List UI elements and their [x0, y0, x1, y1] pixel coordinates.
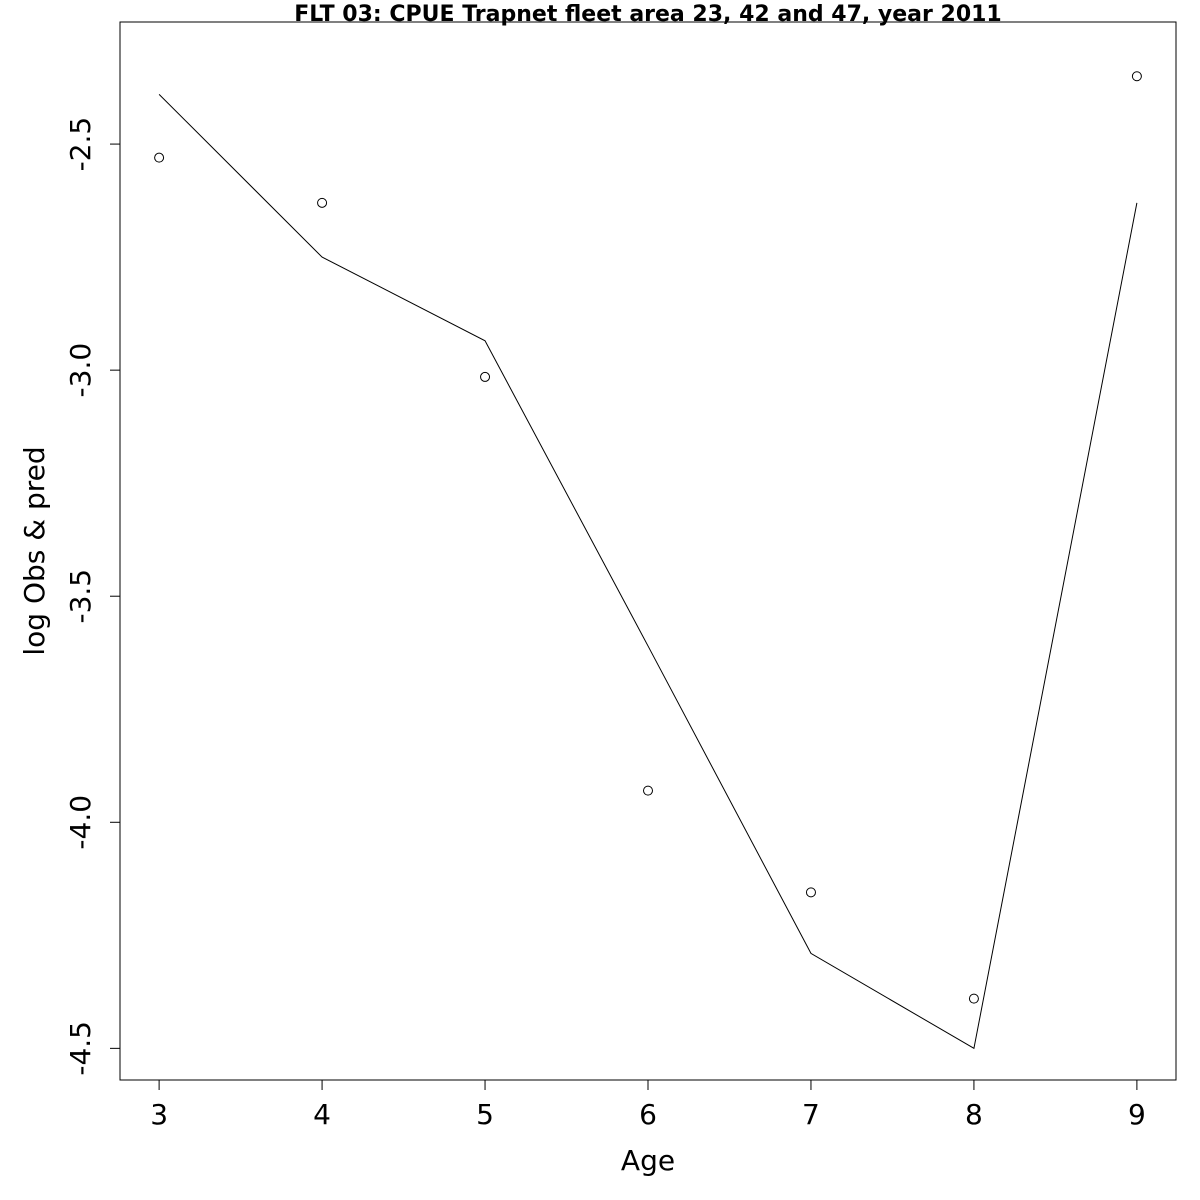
- predicted-line: [158, 93, 1138, 1050]
- chart-title: FLT 03: CPUE Trapnet fleet area 23, 42 a…: [294, 2, 1002, 27]
- observed-point: [1131, 71, 1142, 82]
- observed-point: [805, 887, 816, 898]
- x-axis-label: Age: [621, 1144, 675, 1177]
- x-tick-label: 3: [150, 1098, 168, 1131]
- observed-point: [154, 152, 165, 163]
- x-tick-label: 8: [965, 1098, 983, 1131]
- series-layer: [154, 71, 1142, 1050]
- x-tick-label: 5: [476, 1098, 494, 1131]
- x-tick-label: 4: [313, 1098, 331, 1131]
- observed-point: [968, 993, 979, 1004]
- x-tick-label: 6: [639, 1098, 657, 1131]
- x-tick-label: 9: [1128, 1098, 1146, 1131]
- y-tick-label: -3.5: [64, 569, 97, 624]
- y-axis: -2.5 -3.0 -3.5 -4.0 -4.5: [64, 117, 121, 1076]
- observed-point: [317, 197, 328, 208]
- observed-point: [643, 785, 653, 796]
- y-tick-label: -2.5: [64, 117, 97, 172]
- x-tick-label: 7: [802, 1098, 820, 1131]
- x-axis: 3 4 5 6 7 8 9: [150, 1079, 1146, 1131]
- y-tick-label: -4.5: [64, 1021, 97, 1076]
- y-axis-label: log Obs & pred: [18, 446, 51, 655]
- y-tick-label: -4.0: [64, 795, 97, 850]
- y-tick-label: -3.0: [64, 343, 97, 398]
- observed-point: [480, 371, 491, 382]
